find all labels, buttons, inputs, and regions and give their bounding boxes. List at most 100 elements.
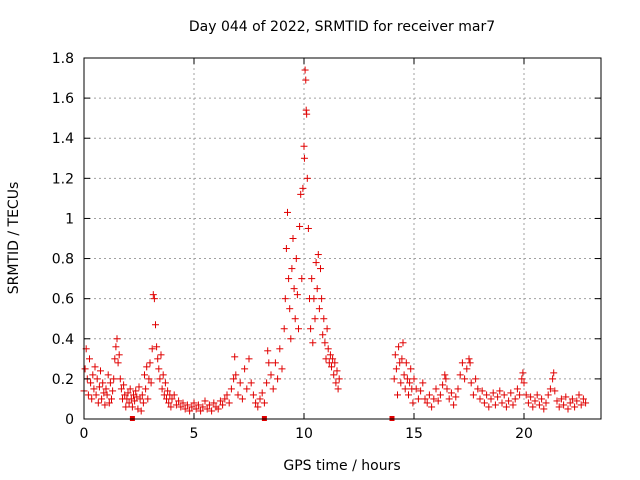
data-point (150, 295, 158, 303)
data-point (286, 305, 294, 313)
data-point (296, 222, 304, 230)
data-point (511, 395, 519, 403)
data-point (139, 399, 147, 407)
data-point (247, 379, 255, 387)
data-point (105, 399, 113, 407)
data-point (573, 397, 581, 405)
data-point (108, 395, 115, 403)
data-point (190, 399, 198, 407)
data-point (98, 395, 106, 403)
data-point (317, 265, 324, 273)
data-point (152, 321, 159, 329)
data-point (186, 407, 194, 415)
data-point (318, 295, 326, 303)
data-point (175, 397, 183, 405)
data-point (398, 355, 406, 363)
data-point (157, 351, 165, 359)
data-point (544, 391, 552, 399)
data-point (533, 391, 541, 399)
data-point (326, 351, 334, 359)
data-point (201, 397, 209, 405)
data-point (334, 385, 342, 393)
data-point (303, 174, 311, 182)
data-point (478, 387, 486, 395)
data-point (509, 401, 517, 409)
data-point (128, 403, 136, 411)
data-point (219, 401, 227, 409)
data-point (303, 110, 311, 118)
data-point (542, 399, 550, 407)
data-point (281, 295, 289, 303)
x-tick-label: 0 (80, 426, 89, 442)
data-point (278, 365, 286, 373)
data-point (156, 375, 164, 383)
data-point (291, 315, 299, 323)
data-point (112, 343, 120, 351)
data-point (145, 375, 153, 383)
data-point (520, 379, 528, 387)
data-point (94, 399, 102, 407)
data-point (210, 399, 218, 407)
data-point (315, 305, 323, 313)
data-point (312, 259, 320, 267)
data-point (498, 399, 506, 407)
data-point (122, 403, 130, 411)
data-point (566, 399, 574, 407)
ticks: 0 5 10 15 20 0 0.2 0.4 0.6 0.8 1 1.2 1.4 1.6 1.8 (52, 51, 601, 442)
data-point (267, 371, 275, 379)
data-point (555, 403, 563, 411)
data-point (249, 391, 257, 399)
data-point (505, 397, 513, 405)
data-point (328, 363, 335, 371)
data-point (125, 399, 133, 407)
data-point (227, 385, 235, 393)
data-point (396, 359, 404, 367)
chart-title: Day 044 of 2022, SRMTID for receiver mar… (189, 19, 495, 35)
data-point (149, 291, 157, 299)
data-point (214, 405, 222, 413)
data-point (236, 379, 244, 387)
data-point (502, 403, 510, 411)
data-point (485, 403, 493, 411)
data-point (304, 224, 312, 232)
data-point (491, 401, 499, 409)
data-point (161, 379, 169, 387)
data-point (287, 335, 295, 343)
data-point (553, 397, 561, 405)
data-point (264, 347, 272, 355)
data-point (560, 401, 568, 409)
data-point (113, 335, 121, 343)
data-point (265, 359, 273, 367)
data-point (225, 399, 233, 407)
data-point (109, 387, 117, 395)
data-point (577, 401, 585, 409)
data-point (445, 395, 453, 403)
data-point (177, 403, 185, 411)
data-point (575, 391, 583, 399)
data-point (110, 375, 118, 383)
data-point (332, 379, 340, 387)
data-point (522, 391, 530, 399)
data-point (158, 385, 166, 393)
data-point (454, 385, 462, 393)
x-tick-label: 20 (515, 426, 533, 442)
data-point (93, 375, 101, 383)
data-point (406, 379, 414, 387)
data-point (321, 339, 329, 347)
data-point (137, 407, 145, 415)
data-point (582, 399, 590, 407)
data-point (285, 275, 293, 283)
y-tick-label: 1.8 (52, 51, 74, 67)
plot-frame (83, 57, 602, 420)
data-point (99, 379, 107, 387)
data-point (181, 405, 189, 413)
data-point (167, 403, 175, 411)
data-point (179, 399, 187, 407)
data-point (432, 385, 440, 393)
x-tick-label: 15 (405, 426, 423, 442)
data-point (146, 359, 154, 367)
y-tick-label: 0.8 (52, 252, 74, 268)
data-point (562, 393, 570, 401)
data-point (330, 371, 338, 379)
data-point (458, 359, 466, 367)
